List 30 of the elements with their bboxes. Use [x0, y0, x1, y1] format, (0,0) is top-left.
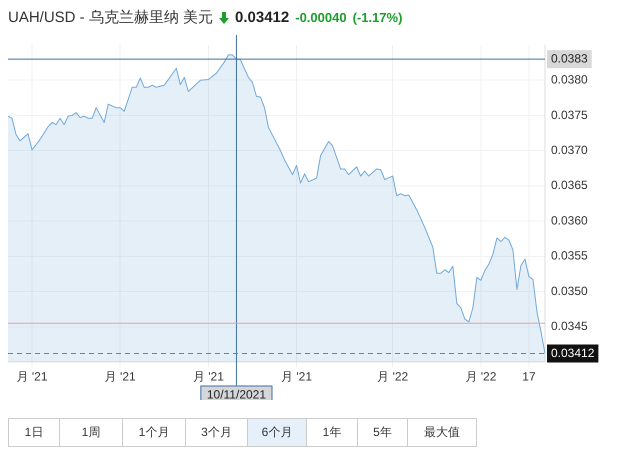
text: 5年	[358, 419, 408, 446]
x-tick-label: 10/11/2021	[206, 387, 266, 402]
y-tick-label: 0.0375	[551, 108, 588, 122]
text: 1日	[9, 419, 60, 446]
text: 最大值	[423, 424, 461, 441]
x-tick-label: 月 '21	[192, 370, 224, 384]
x-tick-label: 月 '21	[16, 370, 48, 384]
text: 1年	[307, 419, 358, 446]
x-tick-label: 月 '22	[465, 370, 497, 384]
y-tick-label: 0.0355	[551, 248, 588, 263]
ref-line-label: 0.03412	[551, 346, 595, 360]
y-tick-label: 0.0380	[551, 72, 588, 87]
x-tick-label: 17	[522, 370, 536, 384]
y-tick-label: 0.0350	[551, 284, 588, 298]
y-tick-label: 0.0370	[551, 142, 588, 157]
y-tick-label: 0.0345	[551, 319, 588, 334]
text: 3个月	[186, 419, 248, 446]
x-tick-label: 月 '22	[377, 370, 409, 384]
text: (-1.17%)	[352, 10, 402, 25]
text: 0.03412	[235, 9, 290, 26]
text: 6个月	[248, 419, 307, 446]
text: 1个月	[123, 419, 186, 446]
x-tick-label: 月 '21	[104, 370, 136, 384]
x-tick-label: 月 '21	[281, 370, 312, 384]
text: -0.00040	[295, 10, 347, 25]
text: 1周	[60, 419, 123, 446]
y-tick-label: 0.0365	[551, 178, 588, 192]
ref-line-label: 0.0383	[551, 51, 588, 66]
chart-title: UAH/USD - 乌克兰赫里纳 美元	[8, 8, 214, 27]
y-tick-label: 0.0360	[551, 213, 588, 228]
